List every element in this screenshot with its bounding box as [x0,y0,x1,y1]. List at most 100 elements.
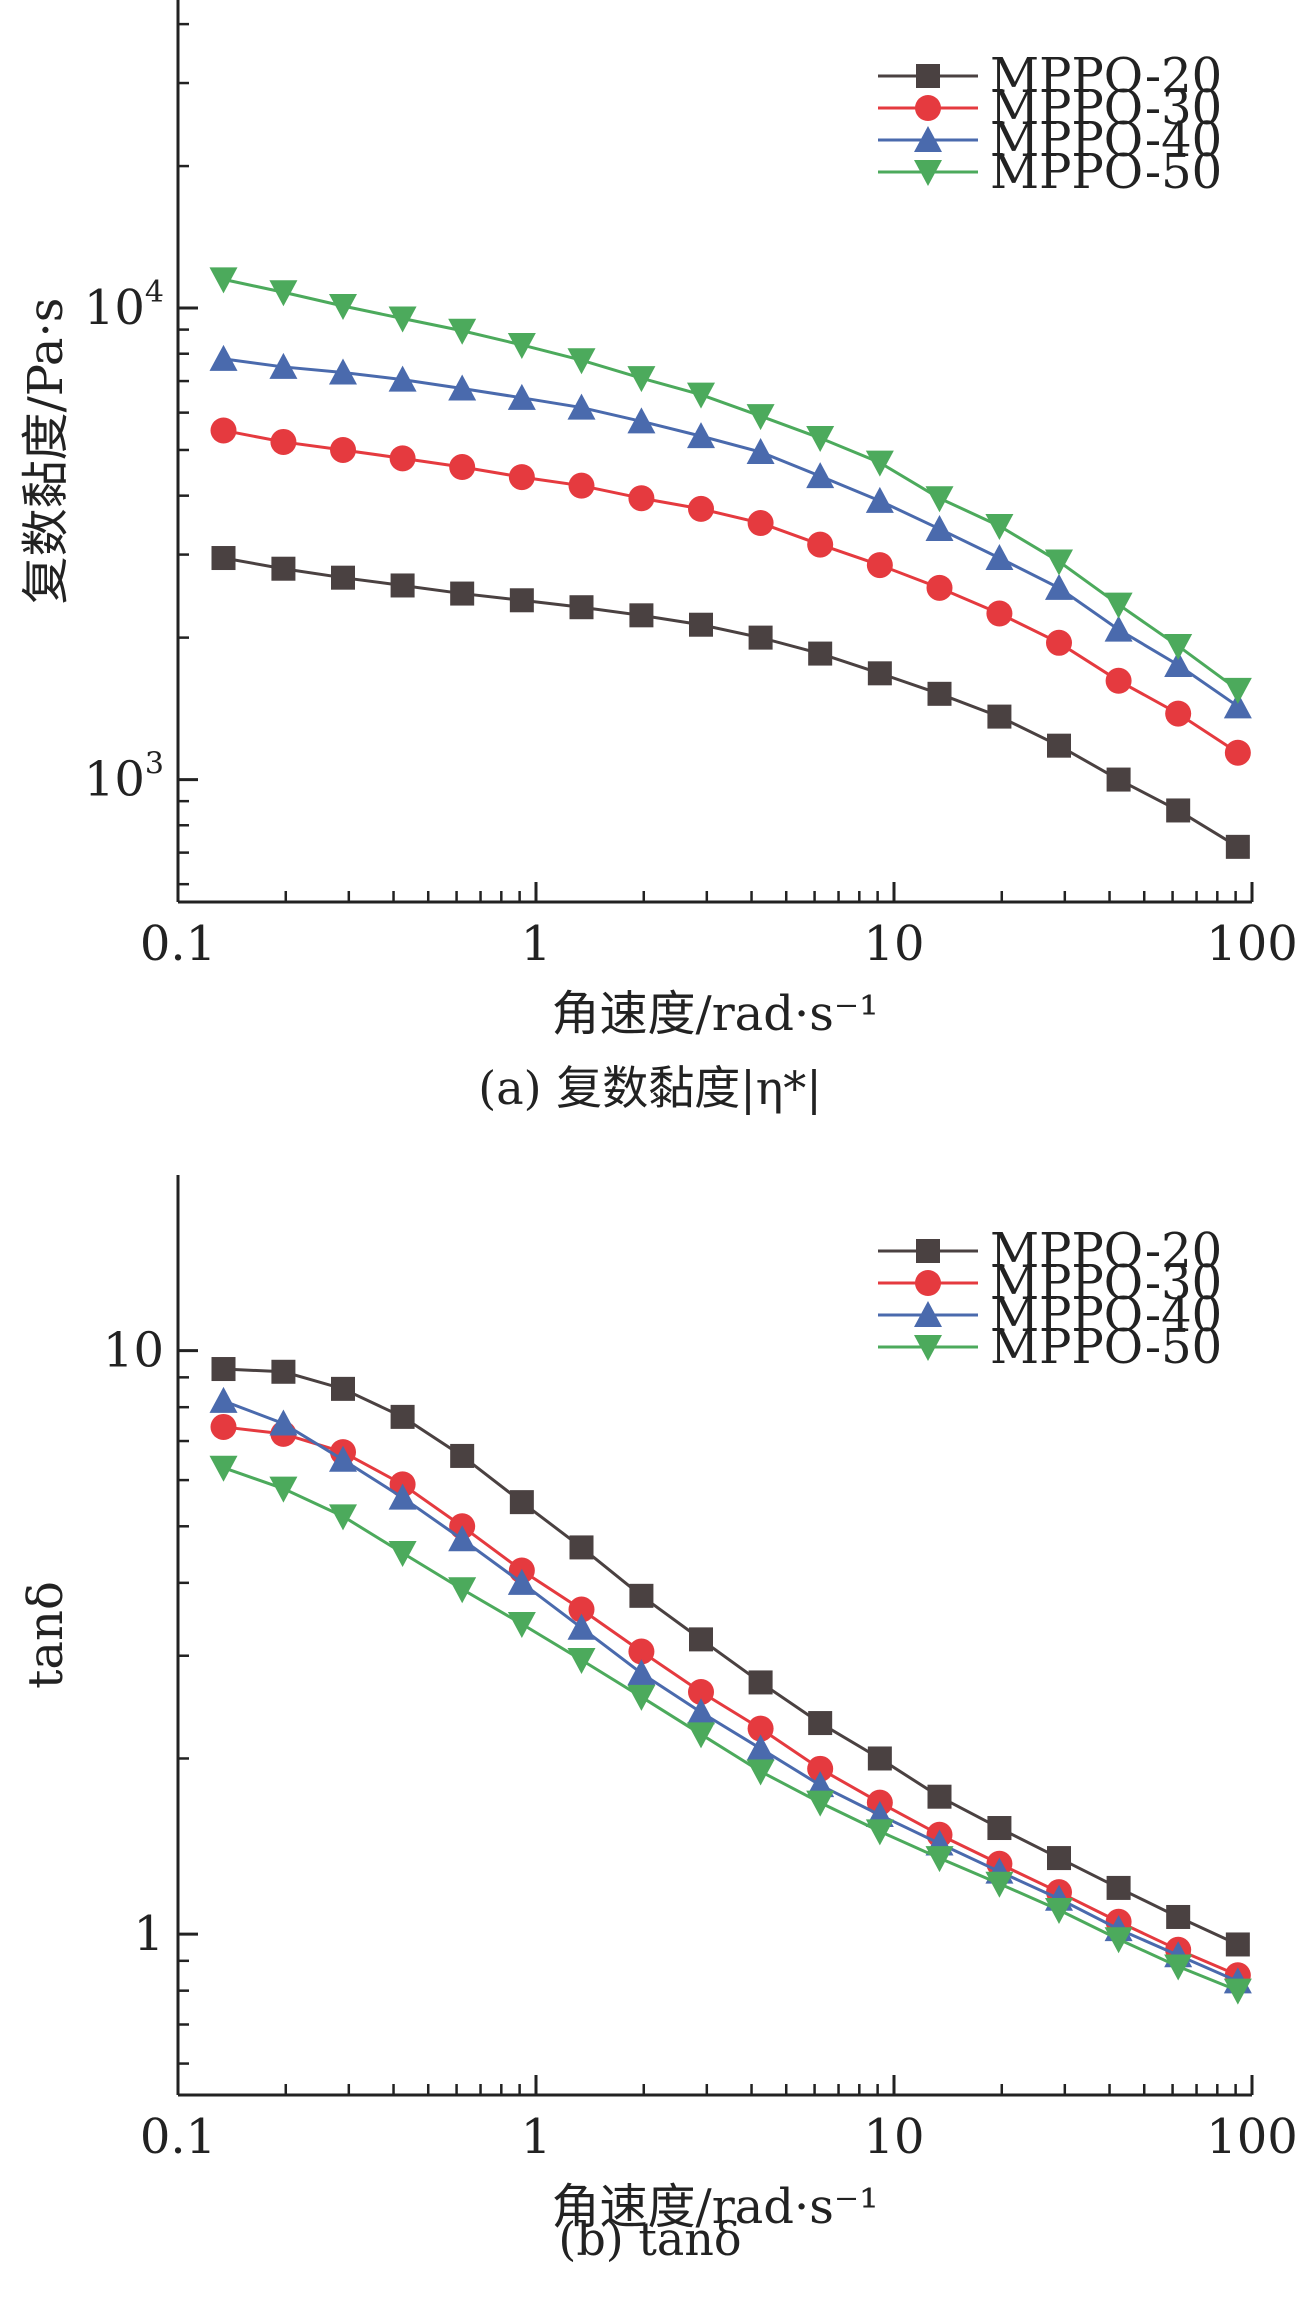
data-point [865,1819,894,1846]
data-point [270,428,297,455]
data-point [390,1404,415,1429]
series-MPPO-50 [209,267,1252,704]
data-point [627,366,656,393]
data-point [1047,1846,1072,1871]
data-point [687,1722,716,1749]
legend-label: MPPO-40 [990,112,1222,168]
data-point [629,603,654,628]
data-point [388,1483,417,1510]
data-point [807,531,834,558]
data-point [808,641,833,666]
data-point [448,318,477,345]
data-point [747,510,774,537]
data-point [746,1734,775,1761]
y-tick-label: 104 [84,275,164,336]
data-point [806,1790,835,1817]
data-point [748,625,773,650]
data-point [1223,692,1252,719]
data-point [1045,1897,1074,1924]
chart-b: 0.1 1 10 100 1 10 角速度/rad·s⁻¹ tanδ MPPO-20MPPO-3… [18,1175,1298,2235]
data-point [748,1670,773,1695]
series-MPPO-20 [211,546,1250,859]
data-point [507,1612,536,1639]
data-point [567,393,596,420]
legend-label: MPPO-40 [990,1287,1222,1343]
legend-marker [914,1301,942,1327]
legend-label: MPPO-20 [990,1223,1222,1279]
data-point [806,426,835,453]
data-point [985,513,1014,540]
y-tick-label: 1 [133,1906,164,1962]
data-point [448,1525,477,1552]
data-point [627,1684,656,1711]
data-point [450,1443,475,1468]
series-MPPO-40 [209,1386,1252,1994]
data-point [985,544,1014,571]
data-point [331,565,356,590]
data-point [1164,1954,1193,1981]
data-point [925,1846,954,1873]
data-point [567,1613,596,1640]
data-point [1164,633,1193,660]
data-point [449,454,476,481]
series-line [223,556,1239,849]
data-point [329,1504,358,1531]
data-point [389,445,416,472]
data-point [987,1816,1012,1841]
x-tick-label: 1 [521,2109,552,2165]
data-point [627,1659,656,1686]
data-point [388,1540,417,1567]
data-point [1046,629,1073,656]
data-point [390,573,415,598]
data-point [688,495,715,522]
data-point [569,1535,594,1560]
legend-label: MPPO-50 [990,1319,1222,1375]
data-point [926,574,953,601]
data-point [1106,767,1131,792]
data-point [1045,549,1074,576]
data-point [448,374,477,401]
data-point [209,1386,238,1413]
y-axis-title: tanδ [18,1581,74,1689]
data-point [925,514,954,541]
data-point [927,1784,952,1809]
data-point [567,1647,596,1674]
data-point [1104,1927,1133,1954]
x-tick-label: 1 [521,916,552,972]
series-line [223,357,1239,708]
data-point [508,464,535,491]
data-point [689,612,714,637]
data-point [507,383,536,410]
y-tick-exponent: 4 [145,275,164,310]
data-point [1104,615,1133,642]
data-point [269,1476,298,1503]
data-point [509,1490,534,1515]
data-point [747,1715,774,1742]
data-point [1223,677,1252,704]
data-point [448,1577,477,1604]
data-point [330,436,357,463]
y-tick-exponent: 3 [145,747,164,782]
data-point [329,1445,358,1472]
data-point [331,1376,356,1401]
data-point [329,293,358,320]
data-point [627,407,656,434]
data-point [985,1871,1014,1898]
data-point [807,1755,834,1782]
x-tick-label: 10 [863,916,924,972]
data-point [808,1711,833,1736]
data-point [1045,573,1074,600]
x-axis-title: 角速度/rad·s⁻¹ [552,2179,879,2235]
data-point [1166,798,1191,823]
data-point [567,348,596,375]
data-point [211,546,236,571]
x-tick-label: 100 [1206,2109,1298,2165]
data-point [867,661,892,686]
data-point [746,404,775,431]
data-point [746,1759,775,1786]
legend-label: MPPO-30 [990,80,1222,136]
legend-marker [916,64,940,88]
x-tick-label: 10 [863,2109,924,2165]
data-point [269,280,298,307]
